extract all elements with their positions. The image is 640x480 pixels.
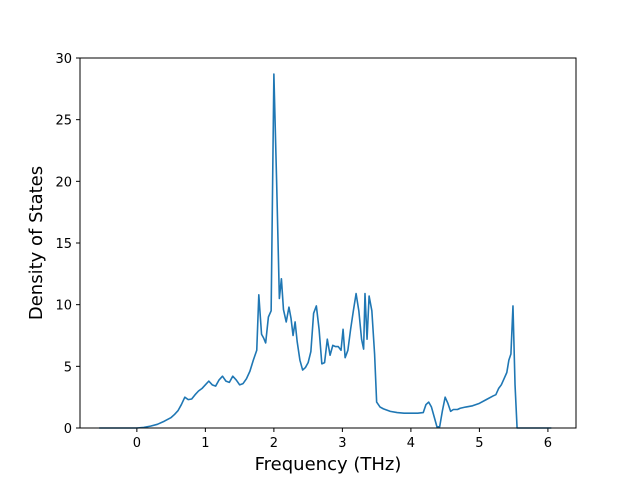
plot-frame xyxy=(79,57,577,429)
x-tick-label: 2 xyxy=(270,436,278,451)
x-axis-label: Frequency (THz) xyxy=(255,454,402,475)
series-group xyxy=(99,73,552,429)
y-tick-label: 10 xyxy=(55,299,72,314)
x-tick-label: 5 xyxy=(475,436,483,451)
y-tick-label: 25 xyxy=(55,114,72,129)
y-tick-label: 20 xyxy=(55,175,72,190)
y-tick-label: 15 xyxy=(55,237,72,252)
ticks: 0 1 2 3 4 5 6 0 5 10 15 20 25 30 xyxy=(55,52,552,451)
x-tick-label: 0 xyxy=(133,436,141,451)
dos-series-line xyxy=(99,73,552,429)
y-axis-label: Density of States xyxy=(26,166,47,320)
y-tick-label: 0 xyxy=(64,422,72,437)
x-tick-label: 4 xyxy=(407,436,415,451)
x-tick-label: 6 xyxy=(544,436,552,451)
y-tick-label: 5 xyxy=(64,360,72,375)
x-tick-label: 1 xyxy=(201,436,209,451)
y-tick-label: 30 xyxy=(55,52,72,67)
x-tick-label: 3 xyxy=(338,436,346,451)
